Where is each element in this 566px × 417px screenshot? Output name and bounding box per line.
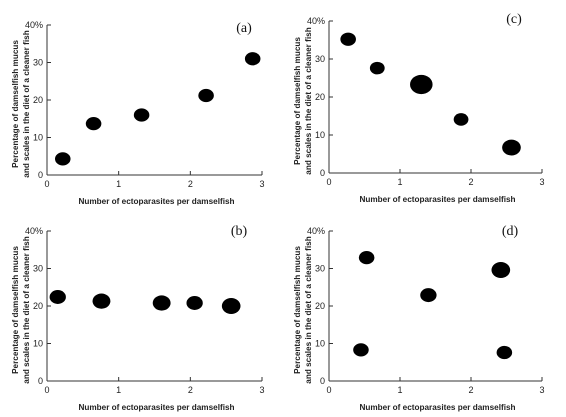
y-tick-label: 20 (33, 301, 43, 311)
data-point (491, 262, 511, 278)
data-point (496, 345, 513, 360)
x-tick-label: 0 (44, 385, 49, 395)
y-axis-label-line: Percentage of damselfish mucus (11, 246, 20, 374)
x-tick-label: 1 (116, 179, 121, 189)
x-tick-label: 1 (397, 177, 402, 187)
x-tick-label: 1 (397, 385, 402, 395)
y-tick-label: 0 (320, 376, 325, 386)
x-tick-label: 0 (326, 177, 331, 187)
y-axis-label: Percentage of damselfish mucus and scales… (11, 236, 31, 383)
x-tick-label: 3 (539, 385, 544, 395)
y-tick-label: 30 (315, 264, 325, 274)
y-tick-label: 40% (25, 20, 43, 30)
data-point (186, 296, 203, 310)
data-point (453, 113, 469, 126)
y-axis-label-line: Percentage of damselfish mucus (293, 37, 302, 165)
y-tick-label: 0 (38, 376, 43, 386)
x-tick-label: 3 (539, 177, 544, 187)
y-tick-label: 30 (33, 264, 43, 274)
data-point (410, 74, 433, 95)
y-axis-label: Percentage of damselfish mucus and scales… (11, 30, 31, 177)
x-tick-label: 1 (116, 385, 121, 395)
y-tick-label: 10 (33, 133, 43, 143)
y-axis-label-line: Percentage of damselfish mucus (293, 246, 302, 374)
y-axis-label-line: Percentage of damselfish mucus (11, 40, 20, 168)
x-tick-label: 3 (259, 179, 264, 189)
y-tick-label: 10 (33, 339, 43, 349)
y-tick-label: 40% (307, 16, 325, 26)
y-tick-label: 0 (38, 170, 43, 180)
data-point (369, 61, 385, 75)
x-axis-label: Number of ectoparasites per damselfish (359, 403, 515, 412)
data-point (221, 298, 241, 314)
data-point (198, 88, 214, 103)
data-point (54, 152, 71, 166)
data-point (133, 108, 150, 122)
y-axis-label-line: and scales in the diet of a cleaner fish (304, 27, 313, 174)
x-tick-label: 0 (326, 385, 331, 395)
x-axis-label: Number of ectoparasites per damselfish (78, 403, 234, 412)
y-axis-label: Percentage of damselfish mucus and scales… (293, 27, 313, 174)
x-tick-label: 3 (259, 385, 264, 395)
data-point (340, 32, 356, 46)
x-tick-label: 2 (468, 177, 473, 187)
panel-label: (b) (231, 224, 248, 239)
y-tick-label: 30 (315, 54, 325, 64)
y-tick-label: 20 (33, 95, 43, 105)
x-tick-label: 0 (44, 179, 49, 189)
y-tick-label: 20 (315, 92, 325, 102)
y-tick-label: 40% (25, 226, 43, 236)
data-point (85, 117, 102, 131)
data-point (420, 288, 437, 303)
x-tick-label: 2 (468, 385, 473, 395)
y-tick-label: 20 (315, 301, 325, 311)
x-tick-label: 2 (188, 385, 193, 395)
y-tick-label: 10 (315, 339, 325, 349)
y-axis-label-line: and scales in the diet of a cleaner fish (304, 236, 313, 383)
y-tick-label: 0 (320, 168, 325, 178)
data-point (92, 293, 111, 309)
y-tick-label: 40% (307, 226, 325, 236)
data-point (353, 343, 369, 357)
data-point (152, 295, 171, 311)
y-tick-label: 30 (33, 58, 43, 68)
data-point (358, 251, 375, 265)
y-axis-label-line: and scales in the diet of a cleaner fish (22, 236, 31, 383)
panel-label: (d) (502, 224, 519, 239)
y-tick-label: 10 (315, 130, 325, 140)
x-tick-label: 2 (188, 179, 193, 189)
panel-label: (a) (236, 21, 252, 36)
y-axis-label: Percentage of damselfish mucus and scales… (293, 236, 313, 383)
data-point (49, 290, 66, 304)
x-axis-label: Number of ectoparasites per damselfish (78, 197, 234, 206)
x-axis-label: Number of ectoparasites per damselfish (359, 195, 515, 204)
panel-label: (c) (506, 12, 522, 27)
y-axis-label-line: and scales in the diet of a cleaner fish (22, 30, 31, 177)
data-point (502, 139, 521, 156)
data-point (244, 52, 261, 66)
